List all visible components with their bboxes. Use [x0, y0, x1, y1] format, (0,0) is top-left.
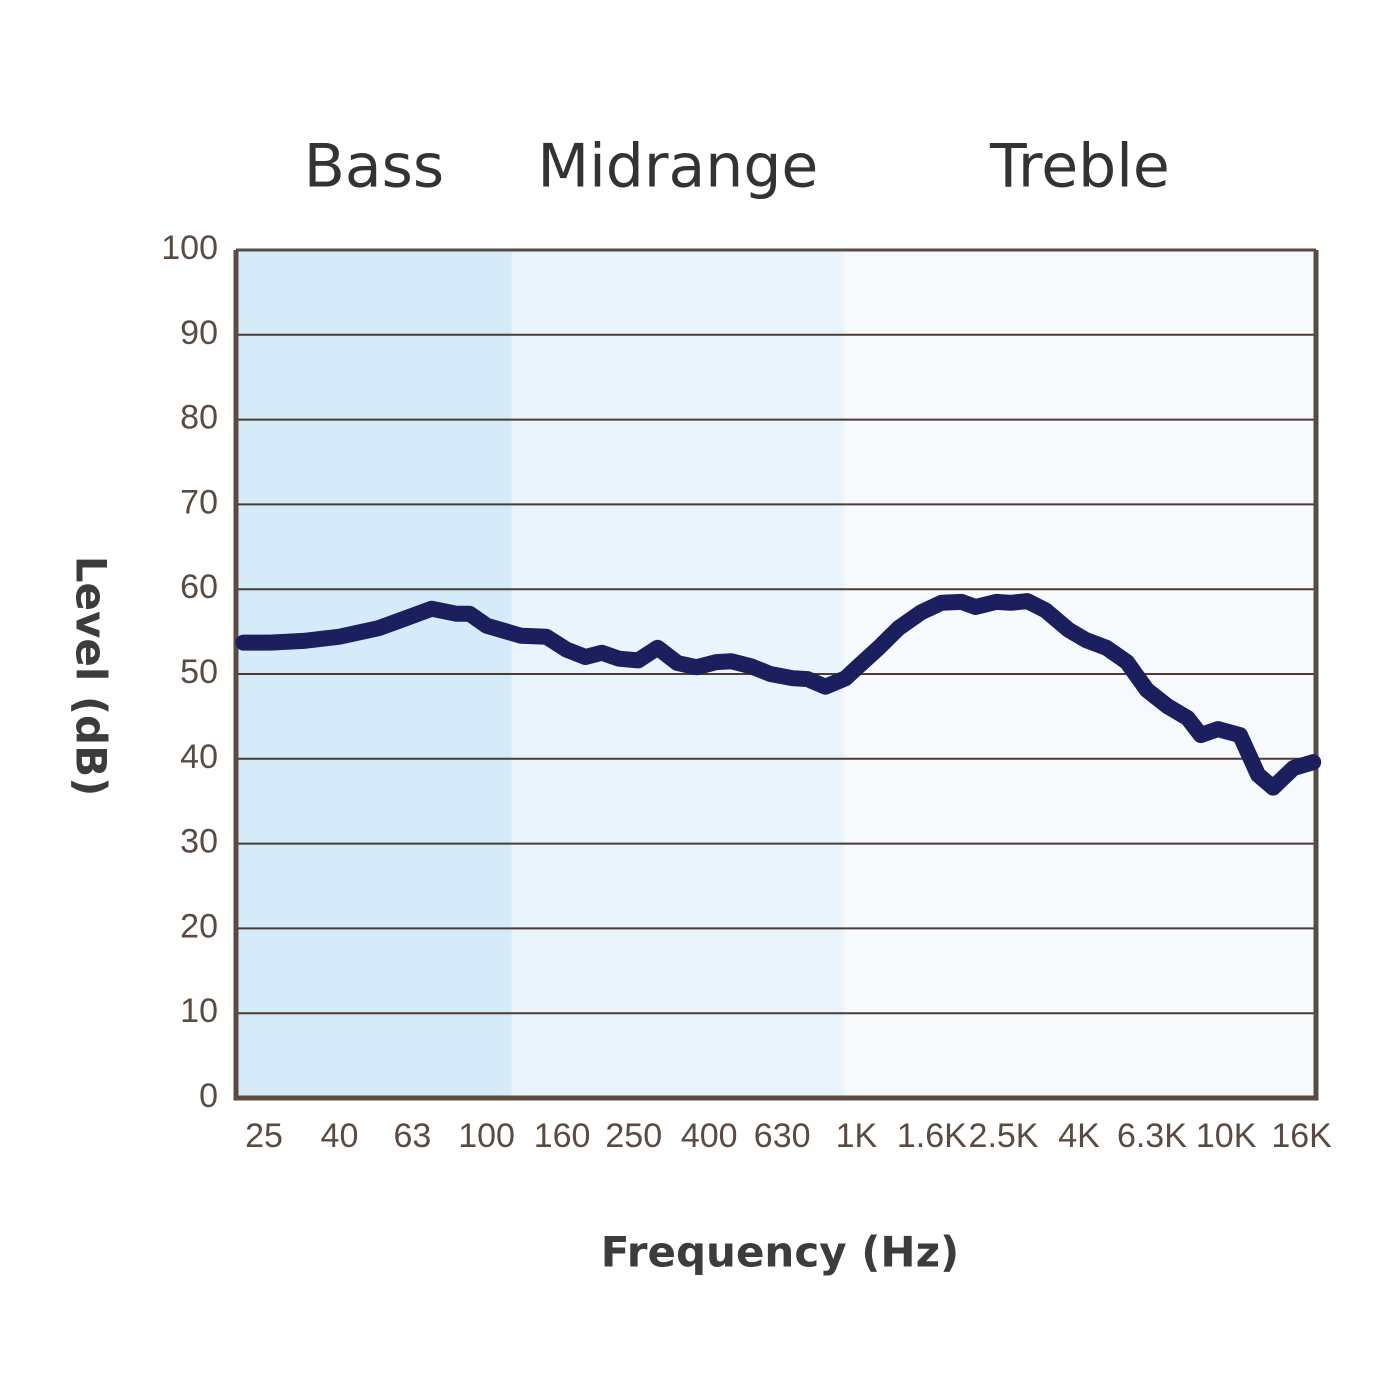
- x-tick-label: 100: [458, 1117, 515, 1155]
- x-tick-label: 250: [605, 1117, 662, 1155]
- y-tick-label: 90: [180, 314, 218, 352]
- y-tick-label: 20: [180, 907, 218, 945]
- y-axis-title: Level (dB): [67, 556, 116, 797]
- region-label: Midrange: [537, 132, 818, 202]
- region-label: Bass: [304, 132, 444, 202]
- x-tick-label: 63: [394, 1117, 432, 1155]
- y-tick-label: 40: [180, 738, 218, 776]
- x-tick-label: 2.5K: [969, 1117, 1039, 1155]
- x-tick-label: 630: [754, 1117, 811, 1155]
- x-tick-label: 400: [681, 1117, 738, 1155]
- plot-frame: [233, 250, 1319, 1101]
- x-tick-label: 1.6K: [897, 1117, 967, 1155]
- response-line: [235, 593, 1322, 796]
- y-tick-label: 10: [180, 992, 218, 1030]
- region-label: Treble: [989, 132, 1170, 202]
- x-tick-label: 10K: [1196, 1117, 1257, 1155]
- x-tick-label: 40: [321, 1117, 359, 1155]
- x-tick-label: 4K: [1058, 1117, 1100, 1155]
- x-tick-label: 1K: [836, 1117, 878, 1155]
- x-axis-title: Frequency (Hz): [601, 1228, 959, 1277]
- y-tick-label: 80: [180, 399, 218, 437]
- y-tick-label: 30: [180, 823, 218, 861]
- x-tick-label: 25: [245, 1117, 283, 1155]
- y-tick-label: 70: [180, 483, 218, 521]
- y-tick-label: 60: [180, 568, 218, 606]
- y-tick-label: 100: [161, 229, 218, 267]
- x-tick-label: 6.3K: [1117, 1117, 1187, 1155]
- x-tick-label: 160: [534, 1117, 591, 1155]
- y-tick-label: 0: [199, 1077, 218, 1115]
- x-tick-label: 16K: [1271, 1117, 1332, 1155]
- y-tick-label: 50: [180, 653, 218, 691]
